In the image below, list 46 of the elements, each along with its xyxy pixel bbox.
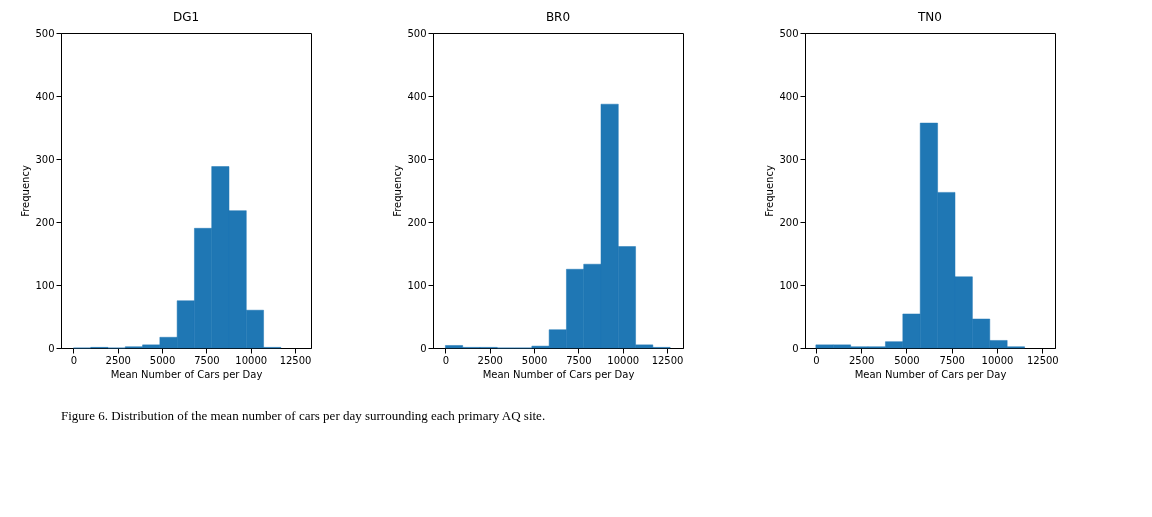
x-tick-label: 5000 xyxy=(894,354,920,366)
chart-title: BR0 xyxy=(545,10,571,24)
x-tick-label: 0 xyxy=(70,354,78,366)
y-axis-title: Frequency xyxy=(392,165,404,217)
y-tick-label: 100 xyxy=(35,279,55,291)
y-tick-label: 300 xyxy=(779,153,799,165)
x-axis-title: Mean Number of Cars per Day xyxy=(482,368,635,380)
x-axis-title: Mean Number of Cars per Day xyxy=(110,368,263,380)
y-tick-label: 100 xyxy=(407,279,427,291)
x-tick-label: 5000 xyxy=(149,354,176,366)
x-tick-label: 2500 xyxy=(105,354,131,366)
x-tick-label: 10000 xyxy=(981,354,1014,366)
chart-title: TN0 xyxy=(917,10,942,24)
y-tick-label: 0 xyxy=(420,342,427,354)
x-tick-label: 10000 xyxy=(607,354,640,366)
y-tick-label: 500 xyxy=(779,27,799,39)
x-axis-title: Mean Number of Cars per Day xyxy=(854,368,1007,380)
x-tick-label: 7500 xyxy=(566,354,592,366)
x-tick-label: 0 xyxy=(813,354,820,366)
x-tick-label: 12500 xyxy=(651,354,684,366)
y-tick-label: 100 xyxy=(779,279,799,291)
y-tick-label: 400 xyxy=(779,90,799,102)
x-tick-label: 12500 xyxy=(279,354,312,366)
y-axis-title: Frequency xyxy=(764,165,776,217)
x-tick-label: 0 xyxy=(442,354,450,366)
y-tick-label: 500 xyxy=(407,27,427,39)
x-tick-label: 2500 xyxy=(848,354,875,366)
caption: Figure 6. Distribution of the mean number of cars per day surrounding each primary AQ site. xyxy=(61,408,546,423)
x-tick-label: 10000 xyxy=(235,354,268,366)
x-tick-label: 2500 xyxy=(477,354,503,366)
y-axis-title: Frequency xyxy=(20,165,32,217)
y-tick-label: 200 xyxy=(779,216,799,228)
x-tick-label: 7500 xyxy=(194,354,220,366)
y-tick-label: 200 xyxy=(407,216,427,228)
x-tick-label: 5000 xyxy=(521,354,548,366)
y-tick-label: 0 xyxy=(792,342,799,354)
y-tick-label: 400 xyxy=(407,90,427,102)
x-tick-label: 7500 xyxy=(939,354,965,366)
y-tick-label: 300 xyxy=(407,153,427,165)
y-tick-label: 400 xyxy=(35,90,55,102)
chart-title: DG1 xyxy=(172,10,200,24)
y-tick-label: 300 xyxy=(35,153,55,165)
y-tick-label: 500 xyxy=(35,27,55,39)
x-tick-label: 12500 xyxy=(1026,354,1059,366)
y-tick-label: 200 xyxy=(35,216,55,228)
y-tick-label: 0 xyxy=(48,342,55,354)
